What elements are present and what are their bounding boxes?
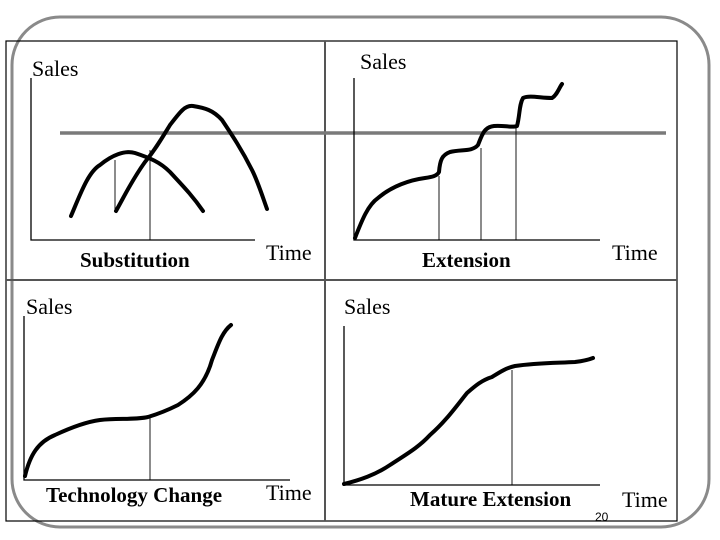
mature-extension-axes — [343, 326, 600, 486]
panel-extension: Sales Time Extension — [353, 49, 658, 272]
extension-y-label: Sales — [360, 49, 406, 74]
slide-frame — [10, 15, 711, 529]
technology-change-x-label: Time — [266, 480, 312, 505]
technology-change-y-label: Sales — [26, 294, 72, 319]
mature-extension-y-label: Sales — [344, 294, 390, 319]
mature-extension-x-label: Time — [622, 487, 668, 512]
technology-change-caption: Technology Change — [46, 483, 222, 507]
technology-change-curve — [23, 323, 233, 478]
page-number: 20 — [595, 510, 609, 524]
substitution-curve-new — [114, 103, 269, 213]
substitution-caption: Substitution — [80, 248, 190, 272]
substitution-y-label: Sales — [32, 56, 78, 81]
extension-curve — [353, 82, 564, 240]
panel-mature-extension: Sales Time Mature Extension — [342, 294, 668, 512]
panel-substitution: Sales Time Substitution — [30, 56, 312, 272]
substitution-x-label: Time — [266, 240, 312, 265]
substitution-curve-old — [69, 150, 205, 218]
extension-axes — [353, 78, 600, 241]
substitution-axes — [30, 78, 255, 241]
extension-caption: Extension — [422, 248, 511, 272]
technology-change-axes — [23, 316, 290, 481]
mature-extension-caption: Mature Extension — [410, 487, 572, 511]
panel-technology-change: Sales Time Technology Change — [23, 294, 312, 507]
extension-x-label: Time — [612, 240, 658, 265]
mature-extension-curve — [342, 356, 595, 486]
